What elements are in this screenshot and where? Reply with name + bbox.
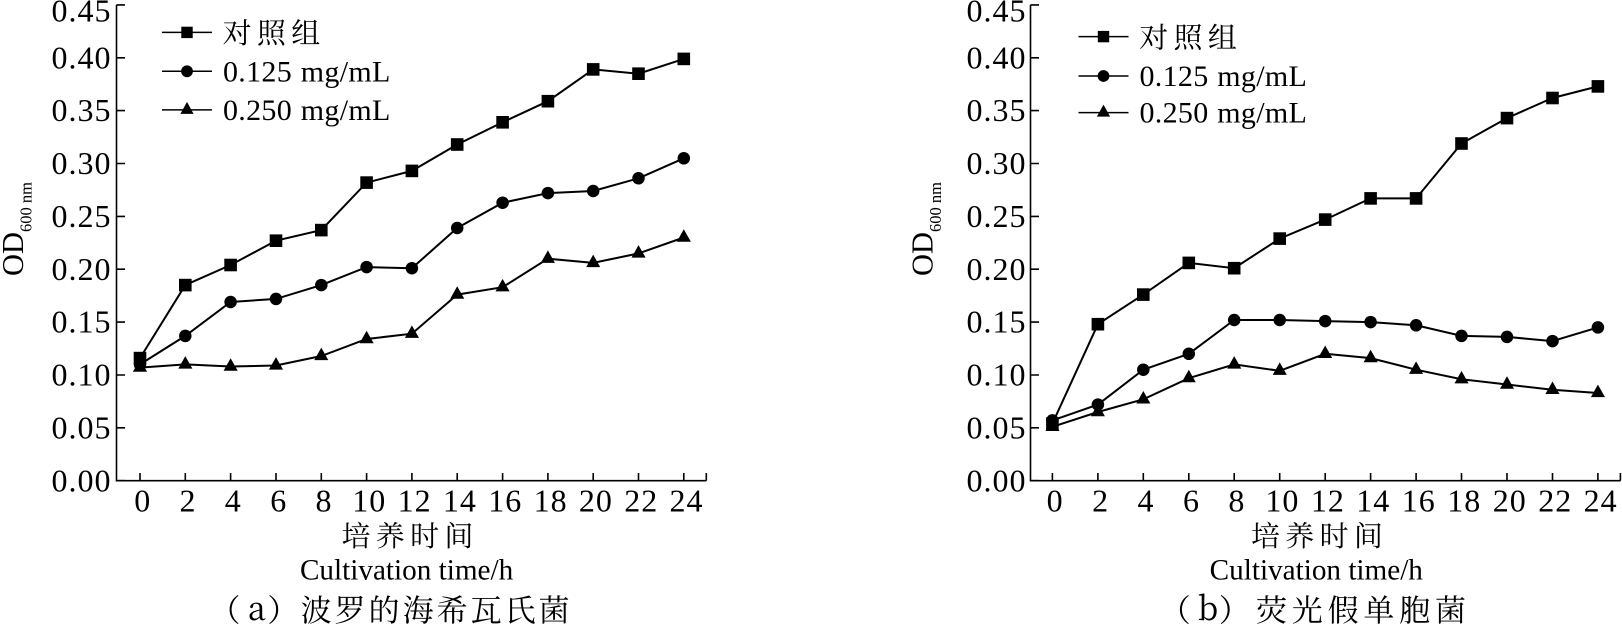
svg-text:0.40: 0.40 bbox=[52, 39, 112, 75]
svg-text:0.00: 0.00 bbox=[967, 462, 1027, 498]
svg-text:14: 14 bbox=[1356, 483, 1390, 519]
svg-text:8: 8 bbox=[316, 483, 333, 519]
svg-text:2: 2 bbox=[1092, 483, 1109, 519]
svg-text:0.45: 0.45 bbox=[52, 0, 112, 29]
svg-text:0.20: 0.20 bbox=[52, 251, 112, 287]
svg-text:0.00: 0.00 bbox=[52, 462, 112, 498]
svg-text:0.125 mg/mL: 0.125 mg/mL bbox=[1140, 60, 1308, 93]
svg-text:0.20: 0.20 bbox=[967, 251, 1027, 287]
svg-text:24: 24 bbox=[1584, 483, 1618, 519]
svg-text:20: 20 bbox=[579, 483, 613, 519]
svg-text:0.25: 0.25 bbox=[52, 198, 112, 234]
svg-text:0.05: 0.05 bbox=[967, 409, 1027, 445]
svg-text:2: 2 bbox=[180, 483, 197, 519]
svg-text:8: 8 bbox=[1228, 483, 1245, 519]
svg-text:22: 22 bbox=[624, 483, 658, 519]
svg-text:0.40: 0.40 bbox=[967, 39, 1027, 75]
svg-text:OD600 nm: OD600 nm bbox=[0, 182, 35, 276]
svg-text:6: 6 bbox=[1183, 483, 1200, 519]
svg-text:12: 12 bbox=[398, 483, 432, 519]
svg-text:6: 6 bbox=[270, 483, 287, 519]
svg-text:0.125 mg/mL: 0.125 mg/mL bbox=[223, 55, 391, 88]
svg-text:0.05: 0.05 bbox=[52, 409, 112, 445]
svg-text:0.35: 0.35 bbox=[52, 92, 112, 128]
svg-text:0.35: 0.35 bbox=[967, 92, 1027, 128]
svg-text:0.45: 0.45 bbox=[967, 0, 1027, 29]
svg-text:10: 10 bbox=[352, 483, 386, 519]
svg-text:24: 24 bbox=[670, 483, 704, 519]
svg-text:4: 4 bbox=[1138, 483, 1155, 519]
svg-text:20: 20 bbox=[1493, 483, 1527, 519]
svg-text:18: 18 bbox=[534, 483, 568, 519]
svg-text:10: 10 bbox=[1265, 483, 1299, 519]
svg-text:16: 16 bbox=[488, 483, 522, 519]
svg-text:0.250 mg/mL: 0.250 mg/mL bbox=[223, 94, 391, 127]
svg-text:0.10: 0.10 bbox=[967, 357, 1027, 393]
svg-text:18: 18 bbox=[1447, 483, 1481, 519]
svg-text:22: 22 bbox=[1538, 483, 1572, 519]
svg-text:0: 0 bbox=[1047, 483, 1064, 519]
svg-text:OD600 nm: OD600 nm bbox=[905, 182, 945, 276]
svg-text:4: 4 bbox=[225, 483, 242, 519]
svg-text:0.30: 0.30 bbox=[52, 145, 112, 181]
svg-text:0.15: 0.15 bbox=[967, 304, 1027, 340]
svg-text:16: 16 bbox=[1402, 483, 1436, 519]
svg-text:12: 12 bbox=[1311, 483, 1345, 519]
svg-text:0.30: 0.30 bbox=[967, 145, 1027, 181]
svg-text:0.15: 0.15 bbox=[52, 304, 112, 340]
svg-text:Cultivation time/h: Cultivation time/h bbox=[300, 554, 514, 586]
svg-text:0: 0 bbox=[134, 483, 151, 519]
svg-text:0.10: 0.10 bbox=[52, 357, 112, 393]
svg-text:Cultivation time/h: Cultivation time/h bbox=[1210, 554, 1424, 586]
svg-text:0.25: 0.25 bbox=[967, 198, 1027, 234]
svg-text:0.250 mg/mL: 0.250 mg/mL bbox=[1140, 97, 1308, 130]
svg-text:14: 14 bbox=[443, 483, 477, 519]
